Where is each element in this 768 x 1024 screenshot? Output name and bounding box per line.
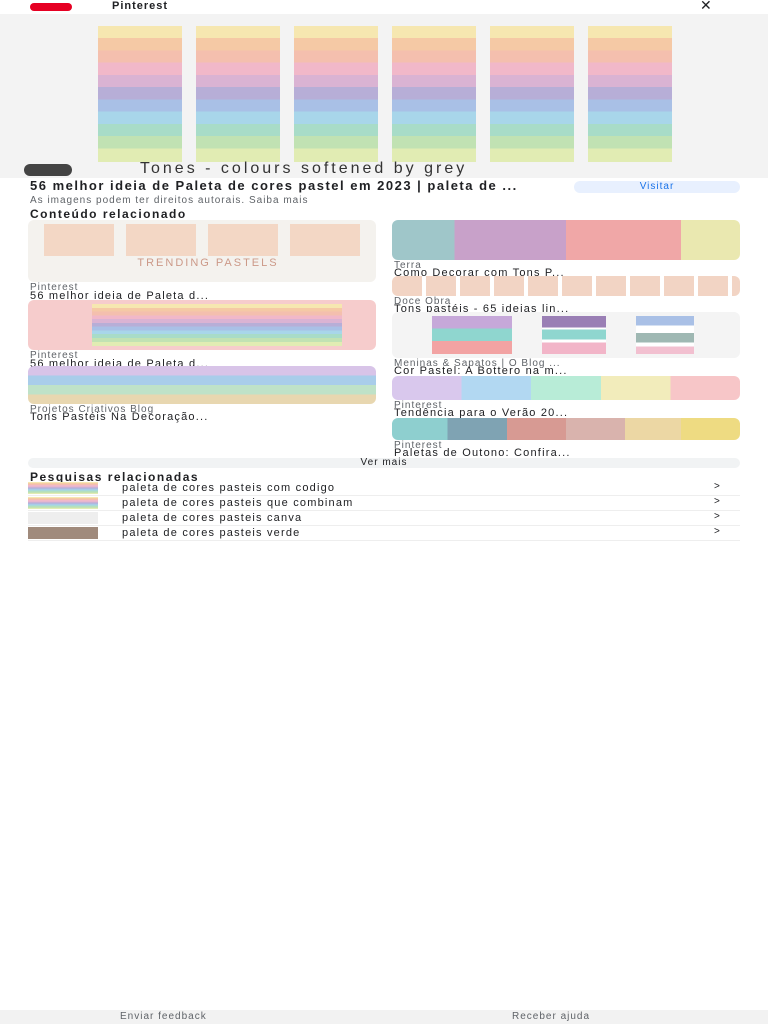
swatch-col xyxy=(392,26,476,162)
search-text: paleta de cores pasteis com codigo xyxy=(122,482,336,494)
swatches xyxy=(432,316,512,354)
lens-button[interactable] xyxy=(24,164,72,176)
chevron: > xyxy=(714,511,720,522)
search-row[interactable]: paleta de cores pasteis verde > xyxy=(28,526,740,541)
chevron: > xyxy=(714,481,720,492)
thumb xyxy=(392,418,740,440)
card-title[interactable]: Cor Pastel: A Bottero na m... xyxy=(394,365,568,377)
source: Pinterest xyxy=(30,350,79,361)
search-row[interactable]: paleta de cores pasteis canva > xyxy=(28,511,740,526)
thumb xyxy=(392,376,740,400)
source: Terra xyxy=(394,260,422,271)
swatch-col xyxy=(490,26,574,162)
chevron: > xyxy=(714,526,720,537)
searches-heading: Pesquisas relacionadas xyxy=(30,470,200,484)
card-title[interactable]: 56 melhor ideia de Paleta d... xyxy=(30,290,210,302)
search-text: paleta de cores pasteis que combinam xyxy=(122,497,354,509)
swatches xyxy=(542,316,606,354)
thumb xyxy=(28,527,98,539)
close-button[interactable]: ✕ xyxy=(700,0,712,13)
search-row[interactable]: paleta de cores pasteis com codigo > xyxy=(28,481,740,496)
source: Pinterest xyxy=(30,282,79,293)
help-link[interactable]: Receber ajuda xyxy=(512,1011,591,1022)
card-title[interactable]: Tendência para o Verão 20... xyxy=(394,407,569,419)
thumb xyxy=(392,276,740,296)
source: Doce Obra xyxy=(394,296,452,307)
thumb xyxy=(392,312,740,358)
thumb: TRENDING PASTELS xyxy=(28,220,376,282)
logo xyxy=(30,3,72,11)
thumb xyxy=(28,497,98,509)
site-name: Pinterest xyxy=(112,0,169,12)
source: Projetos Criativos Blog xyxy=(30,404,155,415)
thumb xyxy=(28,482,98,494)
swatches xyxy=(92,304,342,346)
source: Pinterest xyxy=(394,400,443,411)
copyright-notice: As imagens podem ter direitos autorais. … xyxy=(30,195,309,206)
footer: Enviar feedback Receber ajuda xyxy=(0,1010,768,1024)
chevron: > xyxy=(714,496,720,507)
thumb xyxy=(28,366,376,404)
image-text: TRENDING PASTELS xyxy=(137,257,279,269)
source: Pinterest xyxy=(394,440,443,451)
swatches xyxy=(44,224,360,256)
thumb xyxy=(28,300,376,350)
search-row[interactable]: paleta de cores pasteis que combinam > xyxy=(28,496,740,511)
search-text: paleta de cores pasteis canva xyxy=(122,512,303,524)
top-bar: Pinterest ✕ xyxy=(0,0,768,14)
related-heading: Conteúdo relacionado xyxy=(30,207,187,221)
feedback-link[interactable]: Enviar feedback xyxy=(120,1011,207,1022)
swatch-col xyxy=(294,26,378,162)
card-title[interactable]: Paletas de Outono: Confira... xyxy=(394,447,571,459)
swatches xyxy=(636,316,694,354)
result-title: 56 melhor ideia de Paleta de cores paste… xyxy=(30,178,518,193)
swatch-col xyxy=(98,26,182,162)
card-title[interactable]: Tons Pastéis Na Decoração... xyxy=(30,411,209,423)
search-text: paleta de cores pasteis verde xyxy=(122,527,301,539)
swatch-col xyxy=(588,26,672,162)
visit-button[interactable]: Visitar xyxy=(574,181,740,193)
main-image: Tones - colours softened by grey xyxy=(0,14,768,178)
thumb xyxy=(28,512,98,524)
image-caption: Tones - colours softened by grey xyxy=(140,160,468,177)
thumb xyxy=(392,220,740,260)
more-button[interactable]: Ver mais xyxy=(28,458,740,468)
source: Meninas & Sapatos | O Blog ... xyxy=(394,358,561,369)
swatch-col xyxy=(196,26,280,162)
